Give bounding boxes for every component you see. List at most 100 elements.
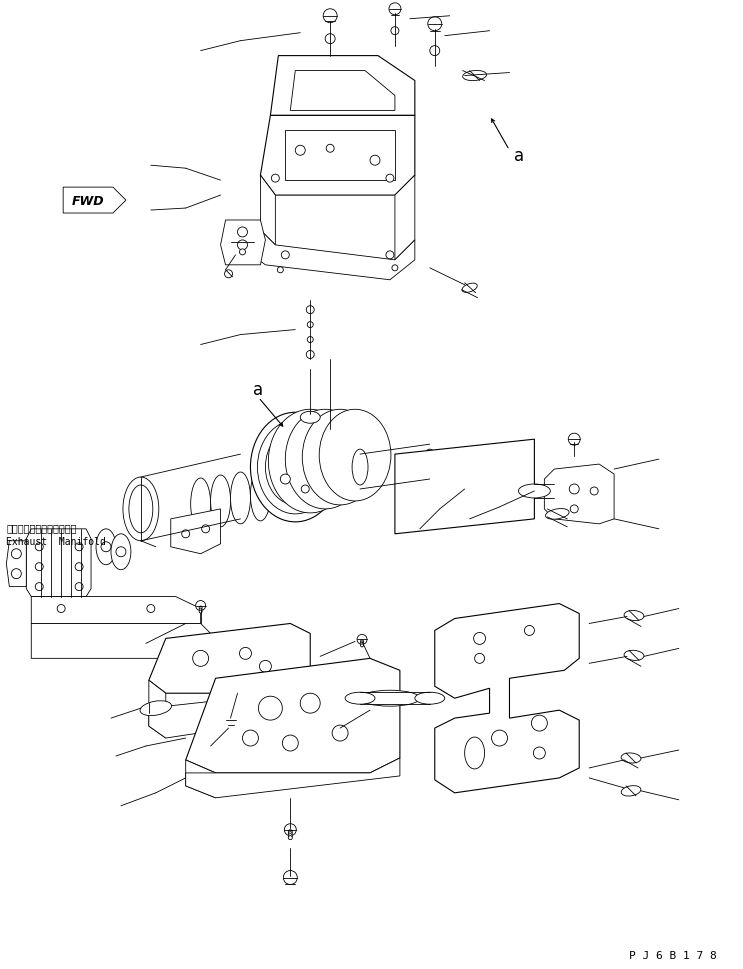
- Circle shape: [199, 607, 202, 610]
- Text: a: a: [514, 147, 525, 165]
- Polygon shape: [26, 529, 91, 597]
- Circle shape: [429, 47, 440, 56]
- Circle shape: [391, 28, 399, 36]
- Circle shape: [35, 583, 43, 591]
- Circle shape: [75, 544, 83, 551]
- Circle shape: [569, 484, 580, 494]
- Polygon shape: [260, 176, 276, 246]
- Polygon shape: [221, 221, 265, 266]
- Polygon shape: [31, 597, 201, 624]
- Circle shape: [199, 610, 202, 613]
- Circle shape: [357, 635, 367, 644]
- Circle shape: [301, 485, 309, 493]
- Polygon shape: [395, 176, 415, 261]
- Ellipse shape: [621, 786, 641, 797]
- Circle shape: [242, 731, 259, 746]
- Circle shape: [492, 731, 507, 746]
- Circle shape: [467, 750, 483, 766]
- Circle shape: [239, 647, 251, 660]
- Circle shape: [332, 726, 348, 741]
- Ellipse shape: [268, 410, 352, 514]
- Circle shape: [35, 544, 43, 551]
- Circle shape: [571, 506, 578, 514]
- Polygon shape: [7, 542, 26, 587]
- Circle shape: [360, 644, 363, 647]
- Circle shape: [568, 434, 580, 446]
- Polygon shape: [291, 72, 395, 111]
- Ellipse shape: [140, 701, 172, 716]
- Polygon shape: [171, 510, 221, 554]
- Polygon shape: [270, 56, 415, 116]
- Ellipse shape: [96, 529, 116, 565]
- Circle shape: [392, 266, 398, 271]
- Ellipse shape: [545, 509, 569, 519]
- Ellipse shape: [230, 473, 250, 524]
- Ellipse shape: [463, 72, 487, 81]
- Circle shape: [531, 715, 548, 732]
- Circle shape: [306, 306, 314, 314]
- Circle shape: [590, 487, 598, 495]
- Circle shape: [308, 323, 314, 328]
- Polygon shape: [149, 624, 311, 694]
- Circle shape: [295, 146, 305, 156]
- Ellipse shape: [415, 693, 445, 704]
- Circle shape: [11, 549, 22, 559]
- Ellipse shape: [624, 610, 644, 621]
- Text: P J 6 B 1 7 8: P J 6 B 1 7 8: [629, 951, 717, 960]
- Ellipse shape: [276, 440, 315, 495]
- Ellipse shape: [345, 693, 375, 704]
- Circle shape: [370, 156, 380, 166]
- Ellipse shape: [265, 430, 325, 506]
- Circle shape: [201, 525, 210, 533]
- Circle shape: [271, 175, 279, 183]
- Ellipse shape: [462, 284, 477, 293]
- Circle shape: [288, 829, 292, 834]
- Ellipse shape: [250, 413, 340, 522]
- Circle shape: [389, 4, 401, 16]
- Circle shape: [224, 270, 233, 278]
- Circle shape: [525, 626, 534, 636]
- Circle shape: [35, 563, 43, 571]
- Polygon shape: [186, 758, 400, 798]
- Circle shape: [192, 651, 209, 667]
- Circle shape: [473, 633, 486, 644]
- Ellipse shape: [319, 410, 391, 501]
- Circle shape: [238, 240, 247, 251]
- Circle shape: [360, 642, 363, 645]
- Ellipse shape: [285, 452, 305, 484]
- Circle shape: [428, 17, 442, 32]
- Polygon shape: [31, 624, 215, 659]
- Ellipse shape: [302, 410, 378, 506]
- Circle shape: [75, 583, 83, 591]
- Circle shape: [57, 605, 65, 612]
- Circle shape: [116, 547, 126, 557]
- Circle shape: [195, 601, 206, 610]
- Circle shape: [259, 697, 282, 720]
- Circle shape: [285, 824, 296, 836]
- Polygon shape: [149, 678, 311, 738]
- Circle shape: [282, 252, 289, 260]
- Ellipse shape: [257, 421, 333, 515]
- Ellipse shape: [464, 737, 484, 769]
- Circle shape: [325, 35, 335, 45]
- Circle shape: [277, 267, 283, 273]
- Polygon shape: [435, 604, 580, 793]
- Circle shape: [386, 252, 394, 260]
- Polygon shape: [545, 464, 614, 524]
- Circle shape: [11, 569, 22, 579]
- Circle shape: [326, 145, 334, 153]
- Polygon shape: [395, 440, 534, 534]
- Ellipse shape: [191, 479, 210, 530]
- Ellipse shape: [250, 470, 270, 521]
- Ellipse shape: [210, 476, 230, 527]
- Circle shape: [282, 735, 298, 751]
- Circle shape: [306, 351, 314, 359]
- Circle shape: [147, 605, 155, 612]
- Circle shape: [182, 530, 189, 538]
- Polygon shape: [260, 116, 415, 196]
- Ellipse shape: [285, 410, 365, 510]
- Ellipse shape: [123, 478, 159, 542]
- Circle shape: [239, 250, 245, 256]
- Circle shape: [300, 694, 320, 713]
- Polygon shape: [63, 188, 126, 214]
